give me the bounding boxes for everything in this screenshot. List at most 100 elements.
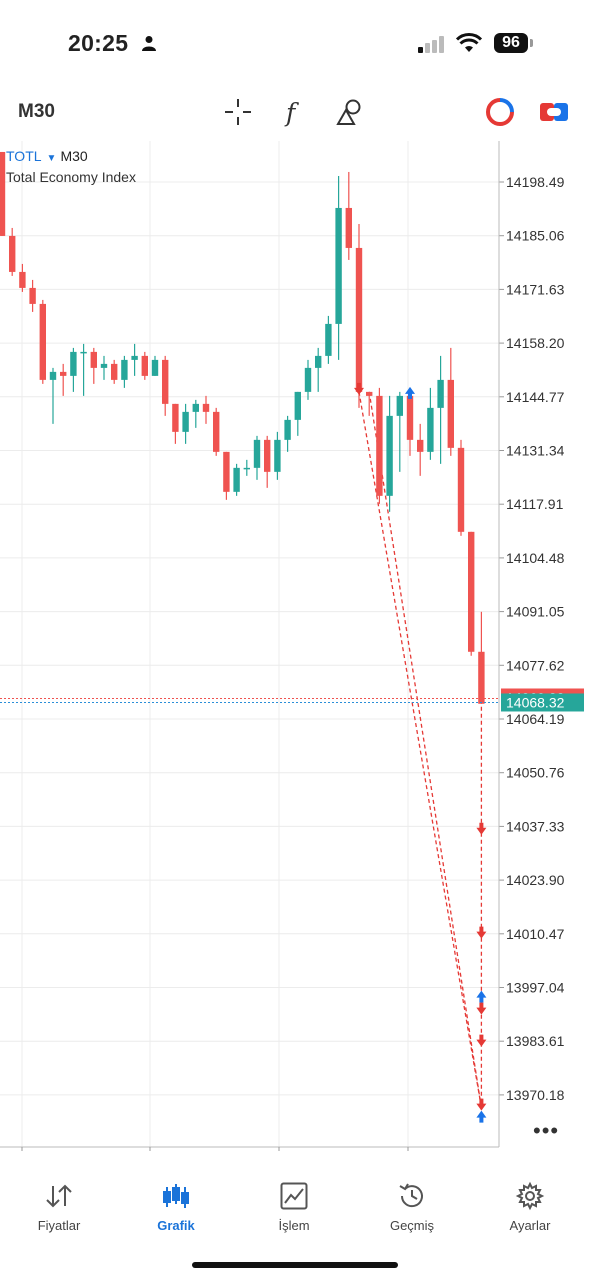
symbol-dropdown-icon[interactable]: ▼ bbox=[46, 153, 57, 164]
y-tick-label: 14104.48 bbox=[506, 550, 565, 566]
candle-body bbox=[223, 451, 230, 492]
trade-history-line bbox=[368, 391, 483, 1108]
candle-body bbox=[202, 403, 210, 412]
y-tick-label: 14144.77 bbox=[506, 389, 565, 405]
candle-body bbox=[60, 371, 67, 376]
tab-settings[interactable]: Ayarlar bbox=[480, 1178, 580, 1233]
y-tick-label: 14050.76 bbox=[506, 765, 565, 781]
candle-body bbox=[478, 651, 485, 704]
candle-body bbox=[437, 379, 444, 408]
y-tick-label: 14037.33 bbox=[506, 818, 565, 834]
price-chart[interactable]: 14198.49 14185.06 14171.63 14158.20 14144.77… bbox=[0, 141, 589, 1151]
crosshair-icon[interactable] bbox=[222, 96, 254, 128]
candle-body bbox=[304, 367, 312, 392]
chart-symbol-label[interactable]: TOTL ▼ M30 bbox=[6, 148, 88, 164]
candle-body bbox=[264, 439, 271, 472]
candle-body bbox=[294, 391, 301, 420]
chart-canvas[interactable]: 14198.49 14185.06 14171.63 14158.20 14144.77… bbox=[0, 141, 589, 1151]
trade-history-line bbox=[358, 391, 483, 1108]
y-tick-label: 14117.91 bbox=[506, 496, 564, 512]
person-icon bbox=[141, 35, 157, 56]
status-time: 20:25 bbox=[68, 30, 129, 56]
history-clock-icon bbox=[362, 1178, 462, 1214]
y-tick-label: 14171.63 bbox=[506, 281, 565, 297]
candle-body bbox=[182, 411, 189, 432]
battery-indicator: 96 bbox=[494, 33, 528, 53]
candle-body bbox=[253, 439, 261, 468]
candle-body bbox=[49, 371, 57, 380]
candle-body bbox=[131, 355, 138, 360]
candle-body bbox=[100, 363, 108, 368]
tab-label: İşlem bbox=[278, 1218, 310, 1233]
tab-label: Fiyatlar bbox=[37, 1218, 81, 1233]
candle-body bbox=[325, 323, 332, 356]
candle-body bbox=[447, 379, 454, 448]
symbol-description: Total Economy Index bbox=[6, 169, 136, 185]
y-tick-label: 14077.62 bbox=[506, 657, 565, 673]
more-icon[interactable]: ••• bbox=[533, 1118, 560, 1143]
x-tick-label: 31 Dec 20:30 bbox=[411, 1150, 494, 1151]
candle-body bbox=[355, 247, 363, 392]
timeframe-button[interactable]: M30 bbox=[18, 101, 55, 122]
y-tick-label: 14010.47 bbox=[506, 926, 565, 942]
candle-body bbox=[121, 359, 128, 380]
y-tick-label: 14185.06 bbox=[506, 228, 565, 244]
candle-body bbox=[274, 439, 281, 472]
symbol-name[interactable]: TOTL bbox=[6, 148, 42, 164]
sell-marker-icon bbox=[476, 1098, 487, 1111]
chart-timeframe-label: M30 bbox=[60, 148, 88, 164]
wifi-icon bbox=[455, 33, 483, 58]
tab-label: Grafik bbox=[157, 1218, 195, 1233]
candle-body bbox=[417, 439, 424, 452]
tab-history[interactable]: Geçmiş bbox=[362, 1178, 462, 1233]
candle-body bbox=[80, 351, 87, 354]
trade-level-icon[interactable] bbox=[538, 96, 570, 128]
sell-marker-icon bbox=[476, 926, 487, 939]
tab-quotes[interactable]: Fiyatlar bbox=[9, 1178, 109, 1233]
buy-marker-icon bbox=[476, 1110, 487, 1123]
candle-body bbox=[39, 303, 46, 380]
quotes-arrows-icon bbox=[9, 1178, 109, 1214]
candle-body bbox=[111, 363, 118, 380]
indicator-f-icon[interactable]: f bbox=[278, 96, 310, 128]
y-tick-label: 14064.19 bbox=[506, 711, 565, 727]
candle-body bbox=[9, 235, 16, 272]
tab-chart[interactable]: Grafik bbox=[126, 1178, 226, 1233]
y-tick-label: 14091.05 bbox=[506, 604, 565, 620]
sell-marker-icon bbox=[354, 382, 364, 395]
y-tick-label: 14158.20 bbox=[506, 335, 565, 351]
candle-body bbox=[406, 395, 414, 440]
chart-toolbar: M30 f bbox=[0, 88, 589, 140]
candle-body bbox=[162, 359, 169, 404]
candle-body bbox=[386, 415, 393, 496]
candle-body bbox=[335, 207, 342, 324]
candle-body bbox=[396, 395, 403, 416]
y-tick-label: 14131.34 bbox=[506, 443, 565, 459]
candle-body bbox=[213, 411, 220, 452]
gear-icon bbox=[480, 1178, 580, 1214]
candle-body bbox=[141, 355, 148, 376]
objects-icon[interactable] bbox=[334, 96, 366, 128]
candle-body bbox=[90, 351, 97, 368]
candlestick-icon bbox=[126, 1178, 226, 1214]
tab-label: Ayarlar bbox=[509, 1218, 551, 1233]
candle-body bbox=[29, 287, 36, 304]
status-bar: 20:25 96 bbox=[0, 0, 589, 88]
buy-marker-icon bbox=[405, 386, 415, 399]
tab-trade[interactable]: İşlem bbox=[244, 1178, 344, 1233]
candle-body bbox=[345, 207, 352, 248]
candle-body bbox=[366, 391, 373, 396]
sell-marker-icon bbox=[476, 1002, 487, 1015]
sell-marker-icon bbox=[476, 1034, 487, 1047]
tab-label: Geçmiş bbox=[389, 1218, 435, 1233]
candle-body bbox=[284, 419, 291, 440]
candle-body bbox=[427, 407, 434, 452]
candle-body bbox=[376, 395, 383, 496]
candle-body bbox=[315, 355, 322, 368]
one-click-trading-icon[interactable] bbox=[484, 96, 516, 128]
battery-nub bbox=[530, 39, 533, 47]
candle-body bbox=[457, 447, 465, 532]
candle-body bbox=[243, 467, 250, 470]
y-tick-label: 13997.04 bbox=[506, 980, 565, 996]
y-tick-label: 14023.90 bbox=[506, 872, 565, 888]
